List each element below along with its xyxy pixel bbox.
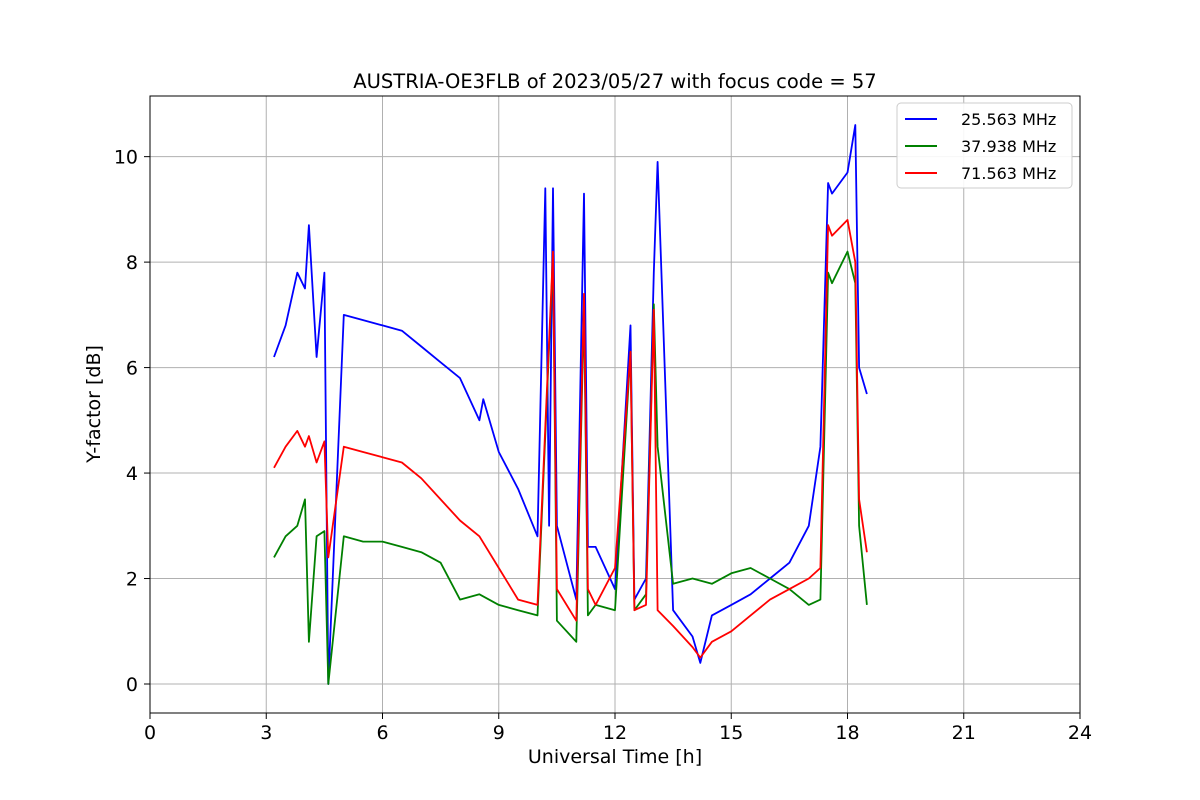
y-tick-label: 8 bbox=[126, 252, 138, 274]
x-tick-label: 0 bbox=[144, 722, 156, 744]
x-axis-title: Universal Time [h] bbox=[528, 746, 702, 768]
y-tick-label: 4 bbox=[126, 463, 138, 485]
x-tick-label: 3 bbox=[260, 722, 272, 744]
series-line-3 bbox=[273, 218, 868, 659]
y-tick-label: 2 bbox=[126, 569, 138, 591]
legend-label: 71.563 MHz bbox=[961, 164, 1056, 183]
chart-title: AUSTRIA-OE3FLB of 2023/05/27 with focus … bbox=[353, 70, 876, 93]
x-tick-label: 9 bbox=[493, 722, 505, 744]
legend-box bbox=[896, 102, 1073, 189]
x-tick-label: 21 bbox=[952, 722, 976, 744]
x-tick-label: 15 bbox=[719, 722, 743, 744]
grid-lines bbox=[150, 96, 1080, 713]
legend-label: 37.938 MHz bbox=[961, 137, 1056, 156]
x-tick-label: 18 bbox=[835, 722, 859, 744]
legend: 25.563 MHz 37.938 MHz 71.563 MHz bbox=[896, 102, 1073, 189]
x-tick-label: 24 bbox=[1068, 722, 1092, 744]
y-tick-label: 10 bbox=[114, 147, 138, 169]
legend-label: 25.563 MHz bbox=[961, 110, 1056, 129]
x-tick-label: 6 bbox=[376, 722, 388, 744]
y-tick-label: 6 bbox=[126, 358, 138, 380]
y-axis-title: Y-factor [dB] bbox=[83, 345, 105, 464]
y-tick-label: 0 bbox=[126, 674, 138, 696]
series-lines bbox=[273, 124, 868, 685]
x-tick-label: 12 bbox=[603, 722, 627, 744]
series-line-1 bbox=[273, 124, 868, 685]
